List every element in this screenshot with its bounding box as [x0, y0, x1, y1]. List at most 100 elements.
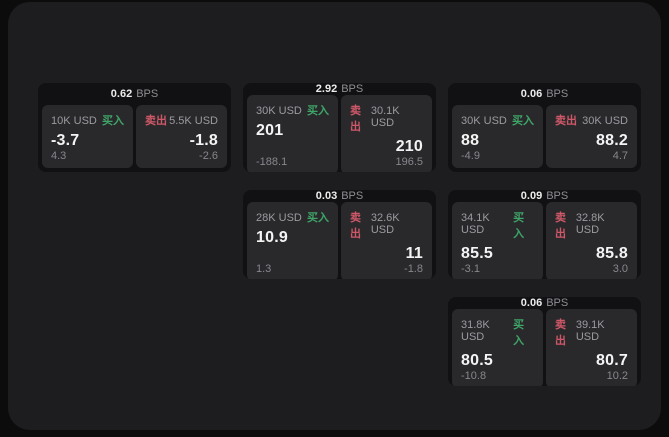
quote-card: 0.03 BPS 28K USD 买入 10.9 1.3 卖出 32.6K US… [243, 190, 436, 279]
buy-panel-top: 30K USD 买入 [461, 112, 534, 128]
quote-card: 0.06 BPS 30K USD 买入 88 -4.9 卖出 30K USD 8… [448, 83, 641, 172]
sell-label: 卖出 [350, 212, 361, 240]
sell-price: -1.8 [189, 132, 218, 149]
sell-price: 11 [405, 245, 423, 262]
sell-sub-value: 10.2 [606, 370, 628, 382]
buy-panel[interactable]: 30K USD 买入 88 -4.9 [452, 105, 543, 168]
card-body: 28K USD 买入 10.9 1.3 卖出 32.6K USD 11 -1.8 [243, 202, 436, 279]
buy-label: 买入 [513, 319, 525, 347]
card-body: 10K USD 买入 -3.7 4.3 卖出 5.5K USD -1.8 -2.… [38, 105, 231, 172]
sell-amount: 39.1K USD [575, 319, 605, 343]
sell-sub-value: -1.8 [404, 263, 423, 275]
bps-value: 0.62 [110, 88, 133, 100]
sell-amount: 32.6K USD [370, 212, 400, 236]
bps-value: 0.06 [520, 297, 543, 309]
buy-sub-value: -4.9 [461, 150, 480, 162]
quote-card: 0.62 BPS 10K USD 买入 -3.7 4.3 卖出 5.5K USD… [38, 83, 231, 172]
bps-unit: BPS [341, 83, 364, 95]
buy-price: 80.5 [461, 352, 493, 369]
buy-panel-top: 28K USD 买入 [256, 209, 329, 225]
buy-amount: 30K USD [461, 115, 507, 127]
sell-panel-top: 卖出 30.1K USD [350, 102, 423, 134]
sell-sub-value: 3.0 [612, 263, 628, 275]
bps-value: 0.06 [520, 88, 543, 100]
bps-value: 2.92 [315, 83, 338, 95]
buy-sub-value: -3.1 [461, 263, 480, 275]
buy-panel[interactable]: 28K USD 买入 10.9 1.3 [247, 202, 338, 279]
bps-value: 0.03 [315, 190, 338, 202]
buy-amount: 10K USD [51, 115, 97, 127]
sell-panel[interactable]: 卖出 39.1K USD 80.7 10.2 [546, 309, 637, 386]
buy-panel-top: 31.8K USD 买入 [461, 316, 534, 348]
card-header: 2.92 BPS [243, 83, 436, 95]
buy-amount: 28K USD [256, 212, 302, 224]
sell-sub-value: 196.5 [395, 156, 423, 168]
sell-panel-top: 卖出 30K USD [555, 112, 628, 128]
buy-label: 买入 [102, 115, 124, 127]
sell-amount: 32.8K USD [575, 212, 605, 236]
buy-amount: 31.8K USD [461, 319, 490, 343]
card-body: 34.1K USD 买入 85.5 -3.1 卖出 32.8K USD 85.8… [448, 202, 641, 279]
buy-panel[interactable]: 31.8K USD 买入 80.5 -10.8 [452, 309, 543, 386]
sell-sub-value: 4.7 [612, 150, 628, 162]
buy-sub-value: -10.8 [461, 370, 487, 382]
buy-panel-top: 10K USD 买入 [51, 112, 124, 128]
bps-value: 0.09 [520, 190, 543, 202]
card-header: 0.03 BPS [243, 190, 436, 202]
buy-price: 85.5 [461, 245, 493, 262]
buy-amount: 34.1K USD [461, 212, 490, 236]
card-body: 31.8K USD 买入 80.5 -10.8 卖出 39.1K USD 80.… [448, 309, 641, 386]
bps-unit: BPS [546, 297, 569, 309]
buy-amount: 30K USD [256, 105, 302, 117]
buy-price: 10.9 [256, 229, 288, 246]
card-body: 30K USD 买入 88 -4.9 卖出 30K USD 88.2 4.7 [448, 105, 641, 172]
buy-price: 201 [256, 122, 284, 139]
bps-unit: BPS [546, 88, 569, 100]
bps-unit: BPS [136, 88, 159, 100]
sell-panel[interactable]: 卖出 5.5K USD -1.8 -2.6 [136, 105, 227, 168]
buy-label: 买入 [307, 105, 329, 117]
sell-amount: 5.5K USD [169, 115, 218, 127]
buy-label: 买入 [512, 115, 534, 127]
sell-panel-top: 卖出 32.8K USD [555, 209, 628, 241]
card-body: 30K USD 买入 201 -188.1 卖出 30.1K USD 210 1… [243, 95, 436, 172]
sell-panel[interactable]: 卖出 30.1K USD 210 196.5 [341, 95, 432, 172]
sell-price: 210 [395, 138, 423, 155]
sell-label: 卖出 [555, 212, 566, 240]
sell-label: 卖出 [350, 105, 361, 133]
sell-panel-top: 卖出 39.1K USD [555, 316, 628, 348]
buy-sub-value: -188.1 [256, 156, 288, 168]
sell-label: 卖出 [145, 115, 167, 127]
buy-panel-top: 30K USD 买入 [256, 102, 329, 118]
sell-panel-top: 卖出 32.6K USD [350, 209, 423, 241]
buy-panel[interactable]: 10K USD 买入 -3.7 4.3 [42, 105, 133, 168]
sell-amount: 30K USD [582, 115, 628, 127]
sell-label: 卖出 [555, 319, 566, 347]
sell-panel[interactable]: 卖出 30K USD 88.2 4.7 [546, 105, 637, 168]
sell-price: 85.8 [596, 245, 628, 262]
buy-label: 买入 [307, 212, 329, 224]
quote-card: 0.06 BPS 31.8K USD 买入 80.5 -10.8 卖出 39.1… [448, 297, 641, 386]
buy-sub-value: 1.3 [256, 263, 272, 275]
quote-card: 2.92 BPS 30K USD 买入 201 -188.1 卖出 30.1K … [243, 83, 436, 172]
buy-price: 88 [461, 132, 480, 149]
buy-price: -3.7 [51, 132, 80, 149]
sell-amount: 30.1K USD [370, 105, 400, 129]
sell-price: 80.7 [596, 352, 628, 369]
card-header: 0.09 BPS [448, 190, 641, 202]
buy-panel-top: 34.1K USD 买入 [461, 209, 534, 241]
bps-unit: BPS [341, 190, 364, 202]
sell-sub-value: -2.6 [199, 150, 218, 162]
card-header: 0.62 BPS [38, 83, 231, 105]
sell-panel[interactable]: 卖出 32.8K USD 85.8 3.0 [546, 202, 637, 279]
sell-panel[interactable]: 卖出 32.6K USD 11 -1.8 [341, 202, 432, 279]
buy-panel[interactable]: 34.1K USD 买入 85.5 -3.1 [452, 202, 543, 279]
sell-panel-top: 卖出 5.5K USD [145, 112, 218, 128]
buy-panel[interactable]: 30K USD 买入 201 -188.1 [247, 95, 338, 172]
app-window: 0.62 BPS 10K USD 买入 -3.7 4.3 卖出 5.5K USD… [8, 2, 661, 430]
card-header: 0.06 BPS [448, 83, 641, 105]
bps-unit: BPS [546, 190, 569, 202]
quote-card: 0.09 BPS 34.1K USD 买入 85.5 -3.1 卖出 32.8K… [448, 190, 641, 279]
buy-sub-value: 4.3 [51, 150, 67, 162]
sell-price: 88.2 [596, 132, 628, 149]
